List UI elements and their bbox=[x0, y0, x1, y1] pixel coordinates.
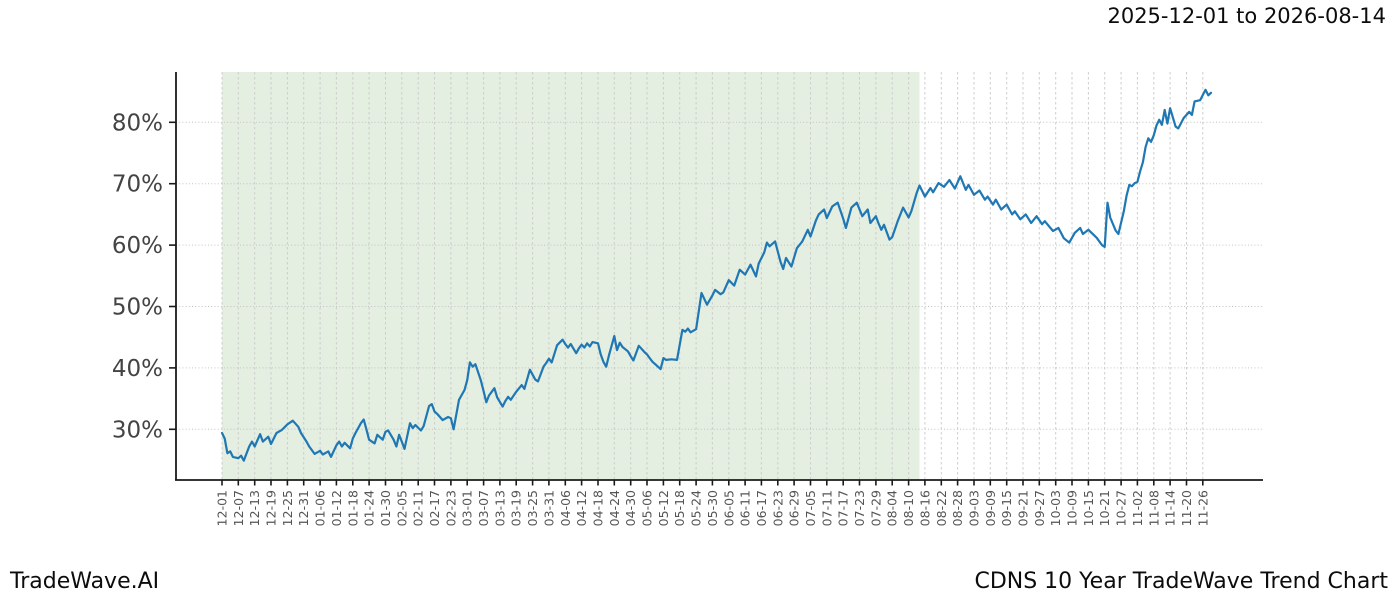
svg-text:12-01: 12-01 bbox=[215, 490, 230, 526]
svg-text:08-16: 08-16 bbox=[917, 490, 932, 526]
svg-text:09-27: 09-27 bbox=[1032, 490, 1047, 526]
svg-text:50%: 50% bbox=[112, 295, 163, 321]
y-axis-ticks bbox=[169, 121, 176, 431]
svg-text:03-19: 03-19 bbox=[509, 490, 524, 526]
svg-text:04-12: 04-12 bbox=[574, 490, 589, 526]
x-axis-labels: 12-01 12-07 12-13 12-19 12-25 12-31 01-06 01-12… bbox=[215, 490, 1211, 526]
svg-text:07-23: 07-23 bbox=[852, 490, 867, 526]
y-axis-labels: 30% 40% 50% 60% 70% 80% bbox=[112, 110, 163, 443]
svg-text:60%: 60% bbox=[112, 233, 163, 259]
svg-text:03-25: 03-25 bbox=[525, 490, 540, 526]
svg-text:10-27: 10-27 bbox=[1114, 490, 1129, 526]
svg-text:06-29: 06-29 bbox=[787, 490, 802, 526]
svg-text:30%: 30% bbox=[112, 417, 163, 443]
svg-text:01-06: 01-06 bbox=[313, 490, 328, 526]
chart-caption: CDNS 10 Year TradeWave Trend Chart bbox=[974, 569, 1388, 594]
svg-text:10-03: 10-03 bbox=[1048, 490, 1063, 526]
svg-text:05-18: 05-18 bbox=[672, 490, 687, 526]
svg-text:03-13: 03-13 bbox=[492, 490, 507, 526]
svg-text:03-07: 03-07 bbox=[476, 490, 491, 526]
svg-text:02-23: 02-23 bbox=[443, 490, 458, 526]
svg-text:09-03: 09-03 bbox=[967, 490, 982, 526]
y-grid bbox=[176, 121, 1263, 430]
svg-text:08-04: 08-04 bbox=[885, 490, 900, 526]
svg-text:12-25: 12-25 bbox=[280, 490, 295, 526]
svg-text:40%: 40% bbox=[112, 356, 163, 382]
svg-text:03-01: 03-01 bbox=[460, 490, 475, 526]
highlight-region bbox=[222, 72, 920, 480]
trend-chart-canvas: 12-01 12-07 12-13 12-19 12-25 12-31 01-06 01-12… bbox=[112, 72, 1263, 526]
svg-text:08-28: 08-28 bbox=[950, 490, 965, 526]
svg-text:11-02: 11-02 bbox=[1130, 490, 1145, 526]
svg-text:80%: 80% bbox=[112, 110, 163, 136]
svg-text:06-23: 06-23 bbox=[770, 490, 785, 526]
axis-spines bbox=[175, 72, 1263, 481]
brand-label: TradeWave.AI bbox=[10, 569, 160, 594]
svg-text:05-24: 05-24 bbox=[689, 490, 704, 526]
svg-text:12-19: 12-19 bbox=[264, 490, 279, 526]
svg-text:11-26: 11-26 bbox=[1195, 490, 1210, 526]
svg-text:12-07: 12-07 bbox=[231, 490, 246, 526]
svg-text:10-15: 10-15 bbox=[1081, 490, 1096, 526]
x-grid bbox=[221, 72, 1204, 480]
svg-text:11-14: 11-14 bbox=[1163, 490, 1178, 526]
trend-chart: 12-01 12-07 12-13 12-19 12-25 12-31 01-06 01-12… bbox=[112, 72, 1263, 526]
svg-text:04-06: 04-06 bbox=[558, 490, 573, 526]
svg-text:03-31: 03-31 bbox=[541, 490, 556, 526]
svg-text:09-15: 09-15 bbox=[999, 490, 1014, 526]
svg-text:01-18: 01-18 bbox=[345, 490, 360, 526]
x-axis-ticks bbox=[221, 480, 1204, 486]
svg-text:12-31: 12-31 bbox=[296, 490, 311, 526]
svg-text:70%: 70% bbox=[112, 172, 163, 198]
date-range-title: 2025-12-01 to 2026-08-14 bbox=[1107, 4, 1386, 28]
svg-text:01-24: 01-24 bbox=[362, 490, 377, 526]
svg-text:01-12: 01-12 bbox=[329, 490, 344, 526]
svg-text:07-29: 07-29 bbox=[868, 490, 883, 526]
svg-text:04-24: 04-24 bbox=[607, 490, 622, 526]
series-line bbox=[220, 88, 1213, 462]
svg-text:01-30: 01-30 bbox=[378, 490, 393, 526]
svg-text:08-10: 08-10 bbox=[901, 490, 916, 526]
svg-text:07-11: 07-11 bbox=[819, 490, 834, 526]
svg-text:08-22: 08-22 bbox=[934, 490, 949, 526]
svg-text:06-17: 06-17 bbox=[754, 490, 769, 526]
svg-text:09-09: 09-09 bbox=[983, 490, 998, 526]
svg-text:02-17: 02-17 bbox=[427, 490, 442, 526]
svg-text:05-12: 05-12 bbox=[656, 490, 671, 526]
svg-text:04-30: 04-30 bbox=[623, 490, 638, 526]
svg-text:09-21: 09-21 bbox=[1016, 490, 1031, 526]
svg-text:11-20: 11-20 bbox=[1179, 490, 1194, 526]
svg-text:10-21: 10-21 bbox=[1097, 490, 1112, 526]
svg-text:06-05: 06-05 bbox=[721, 490, 736, 526]
svg-text:12-13: 12-13 bbox=[247, 490, 262, 526]
svg-text:07-05: 07-05 bbox=[803, 490, 818, 526]
svg-text:05-06: 05-06 bbox=[640, 490, 655, 526]
svg-text:05-30: 05-30 bbox=[705, 490, 720, 526]
svg-text:02-11: 02-11 bbox=[411, 490, 426, 526]
svg-text:07-17: 07-17 bbox=[836, 490, 851, 526]
svg-text:11-08: 11-08 bbox=[1146, 490, 1161, 526]
svg-text:04-18: 04-18 bbox=[591, 490, 606, 526]
svg-text:02-05: 02-05 bbox=[394, 490, 409, 526]
svg-text:10-09: 10-09 bbox=[1065, 490, 1080, 526]
svg-text:06-11: 06-11 bbox=[738, 490, 753, 526]
